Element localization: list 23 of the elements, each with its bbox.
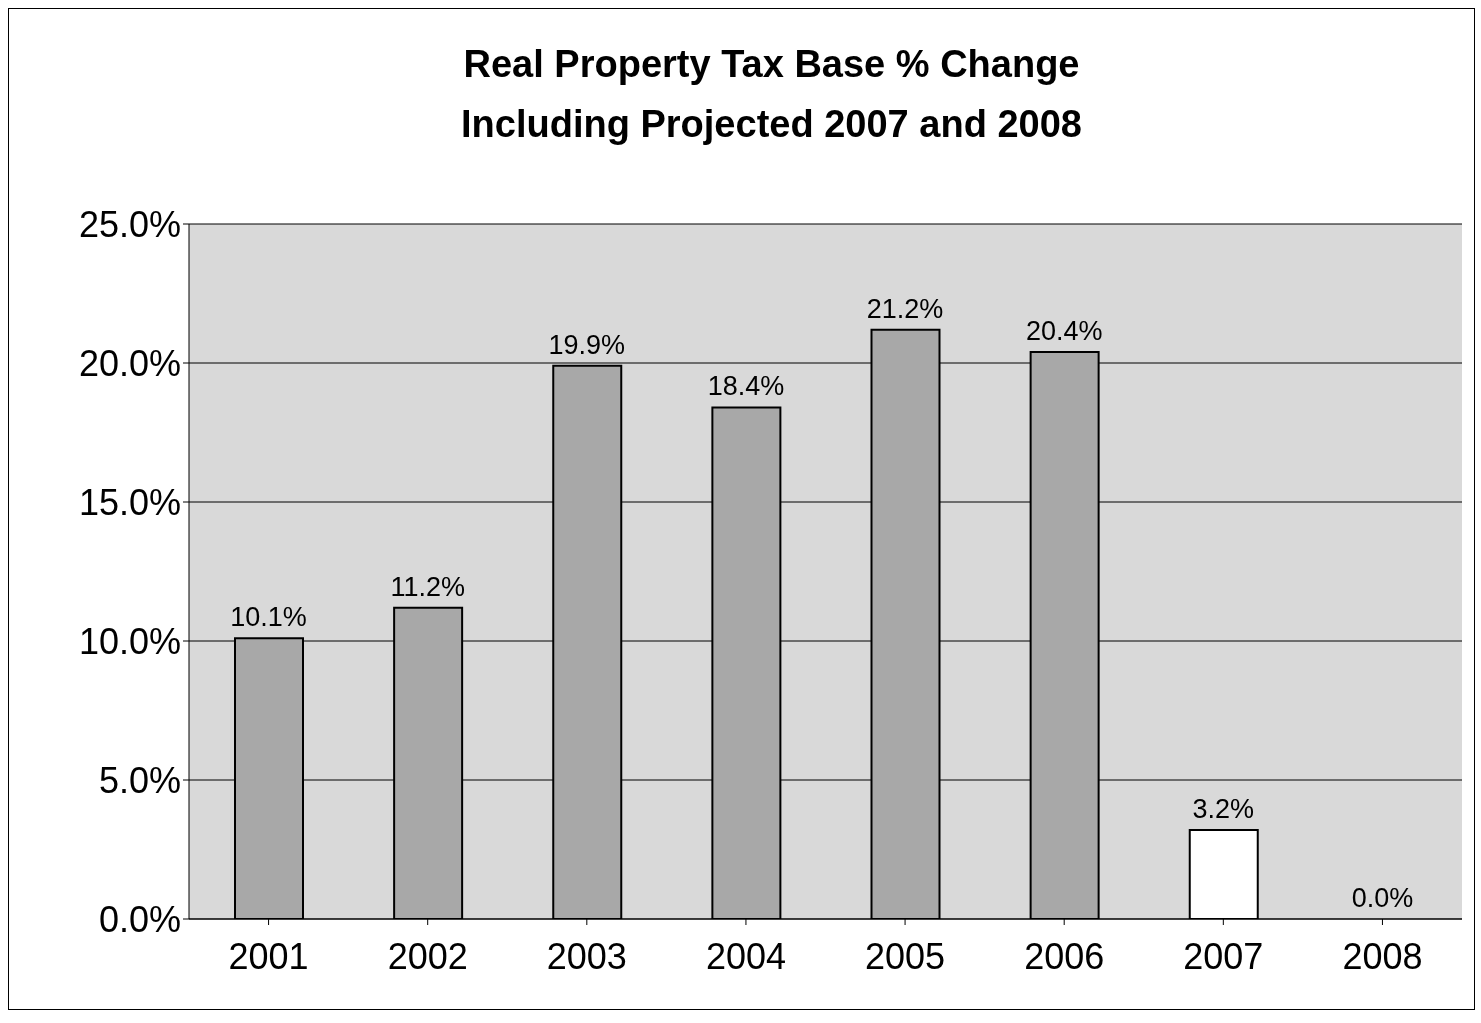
y-tick-label: 5.0% xyxy=(98,759,181,801)
x-tick-label: 2005 xyxy=(865,935,946,977)
x-tick-label: 2008 xyxy=(1342,935,1423,977)
x-tick-label: 2007 xyxy=(1183,935,1264,977)
data-label: 20.4% xyxy=(1025,315,1103,346)
y-tick-label: 0.0% xyxy=(98,898,181,940)
data-label: 10.1% xyxy=(230,602,307,633)
data-label: 21.2% xyxy=(866,293,944,324)
y-tick-label: 10.0% xyxy=(78,620,181,662)
data-label: 19.9% xyxy=(548,329,626,360)
x-tick-label: 2003 xyxy=(546,935,627,977)
chart-title: Real Property Tax Base % Change Including Projected 2007 and 2008 xyxy=(460,42,1083,147)
y-tick-label: 20.0% xyxy=(78,342,181,384)
data-label: 11.2% xyxy=(390,571,465,602)
x-tick-label: 2006 xyxy=(1024,935,1105,977)
data-label: 3.2% xyxy=(1192,794,1255,825)
y-tick-label: 25.0% xyxy=(78,203,181,245)
x-tick-label: 2001 xyxy=(228,935,309,977)
data-label: 0.0% xyxy=(1351,883,1414,913)
x-tick-label: 2002 xyxy=(387,935,468,977)
y-tick-label: 15.0% xyxy=(78,481,181,523)
data-label: 18.4% xyxy=(707,371,785,402)
x-tick-label: 2004 xyxy=(705,935,786,977)
